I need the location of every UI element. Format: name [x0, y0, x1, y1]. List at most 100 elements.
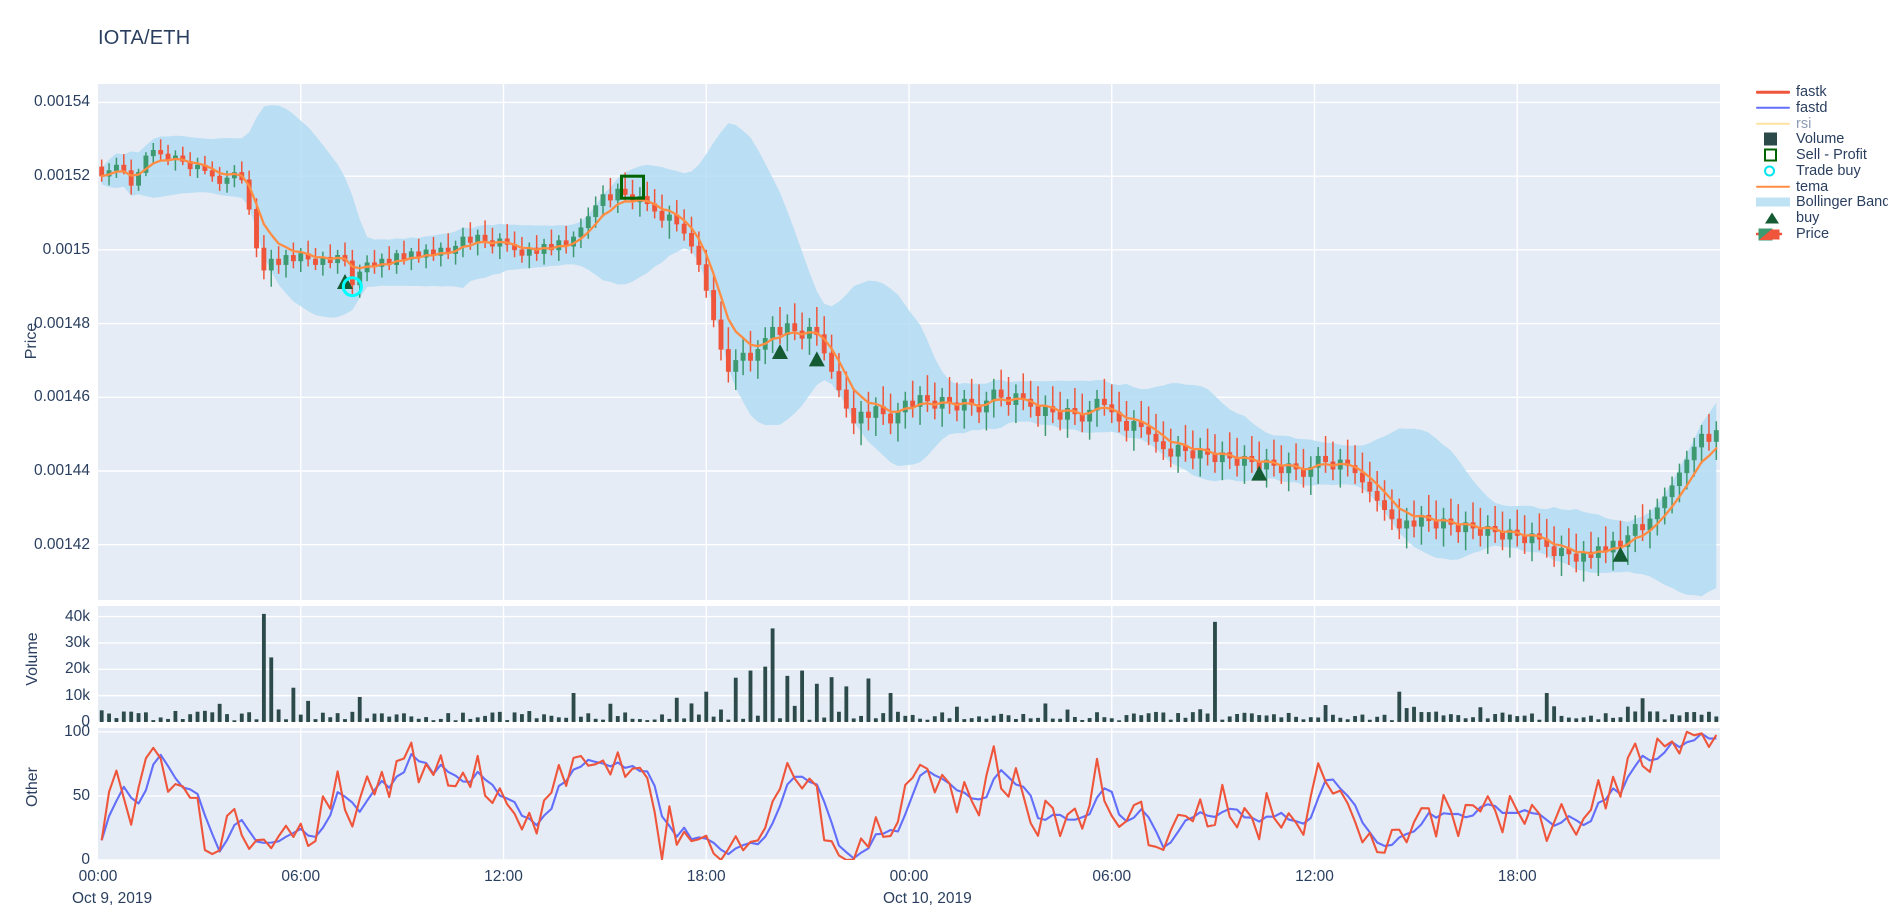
volume-bar — [1050, 718, 1055, 722]
volume-bar — [645, 720, 650, 722]
x-tick-date: Oct 9, 2019 — [72, 890, 153, 907]
volume-bar — [1294, 716, 1298, 722]
legend-item-rsi[interactable]: rsi — [1752, 116, 1888, 132]
volume-bar — [696, 714, 701, 722]
volume-bar — [748, 670, 753, 722]
price-chart-svg[interactable] — [98, 84, 1720, 600]
volume-bar — [121, 711, 126, 722]
volume-bar — [166, 718, 170, 722]
volume-bar — [689, 703, 694, 722]
volume-bar — [637, 719, 642, 722]
volume-bar — [1618, 717, 1623, 722]
legend-item-bollinger-band[interactable]: Bollinger Band — [1752, 194, 1888, 211]
buy-marker — [771, 344, 788, 360]
volume-y-tick: 0 — [81, 713, 90, 730]
band-icon — [1752, 194, 1794, 210]
volume-bar — [1316, 717, 1321, 722]
volume-bar — [394, 714, 399, 722]
volume-bar-series — [99, 613, 1719, 722]
volume-bar — [1522, 715, 1527, 722]
volume-bar — [1264, 715, 1269, 722]
volume-bar — [1559, 715, 1564, 722]
volume-bar — [837, 711, 841, 722]
legend-label: rsi — [1796, 115, 1812, 132]
volume-bar — [1493, 714, 1498, 722]
price-y-tick: 0.0015 — [42, 240, 90, 258]
volume-bar — [1611, 717, 1616, 722]
volume-bar — [1485, 718, 1490, 722]
x-tick-time: 00:00 — [78, 868, 118, 885]
volume-bar — [1124, 715, 1129, 722]
volume-bar — [1109, 718, 1114, 722]
other-y-tick: 50 — [72, 786, 90, 804]
volume-bar — [556, 717, 561, 722]
legend-label: fastk — [1796, 83, 1827, 100]
volume-bar — [711, 716, 716, 722]
volume-bar — [652, 719, 657, 722]
volume-bar — [726, 719, 731, 722]
legend-item-price[interactable]: Price — [1752, 226, 1888, 242]
volume-bar — [1448, 714, 1453, 722]
chart-legend[interactable]: fastk fastd rsi Volume Sell - Profit Trade bu… — [1752, 84, 1888, 242]
volume-bar — [955, 706, 959, 722]
other-y-tick: 0 — [81, 851, 90, 868]
legend-item-fastd[interactable]: fastd — [1752, 100, 1888, 116]
volume-bar — [991, 715, 996, 722]
line-icon — [1752, 179, 1794, 195]
volume-bar — [615, 716, 620, 722]
volume-chart-svg[interactable] — [98, 606, 1720, 722]
volume-bar — [859, 715, 863, 722]
volume-bar — [586, 713, 591, 722]
volume-bar — [1714, 716, 1719, 722]
volume-bar — [1190, 712, 1195, 722]
volume-bar — [1249, 713, 1254, 722]
volume-bar — [1087, 718, 1092, 722]
volume-bar — [1338, 717, 1343, 722]
volume-bar — [306, 700, 311, 722]
volume-bar — [180, 719, 185, 722]
legend-item-volume[interactable]: Volume — [1752, 131, 1888, 147]
volume-bar — [1242, 712, 1247, 722]
volume-bar — [1028, 718, 1033, 722]
volume-bar — [1544, 693, 1549, 722]
legend-item-trade-buy[interactable]: Trade buy — [1752, 163, 1888, 179]
page-title: IOTA/ETH — [98, 27, 191, 49]
legend-item-fastk[interactable]: fastk — [1752, 84, 1888, 100]
volume-bar — [1655, 711, 1660, 722]
volume-bar — [173, 710, 178, 722]
legend-item-sell-profit[interactable]: Sell - Profit — [1752, 147, 1888, 163]
volume-bar — [1176, 713, 1181, 722]
legend-item-buy[interactable]: buy — [1752, 210, 1888, 226]
volume-bar — [1308, 717, 1313, 722]
volume-bar — [755, 715, 760, 722]
other-chart-svg[interactable] — [98, 728, 1720, 860]
legend-label: tema — [1796, 178, 1829, 195]
volume-bar — [114, 718, 119, 722]
volume-bar — [1117, 720, 1122, 722]
volume-bar — [313, 719, 318, 722]
volume-bar — [542, 714, 546, 722]
volume-bar — [719, 709, 723, 722]
legend-item-tema[interactable]: tema — [1752, 179, 1888, 195]
legend-label: Volume — [1796, 131, 1845, 148]
volume-bar — [1456, 715, 1461, 722]
volume-bar — [1530, 713, 1534, 722]
volume-bar — [1412, 706, 1416, 722]
volume-bar — [1323, 705, 1328, 722]
buy-marker — [1612, 546, 1629, 562]
volume-bar — [623, 712, 628, 722]
volume-bar — [601, 719, 605, 722]
volume-bar — [225, 714, 229, 722]
legend-label: Bollinger Band — [1796, 194, 1888, 211]
volume-bar — [770, 628, 775, 722]
x-tick-time: 12:00 — [1295, 868, 1334, 885]
volume-bar — [969, 718, 974, 722]
volume-bar — [1684, 712, 1689, 722]
volume-bar — [1345, 719, 1350, 722]
square-icon — [1752, 131, 1794, 147]
volume-bar — [918, 718, 922, 722]
volume-bar — [490, 712, 495, 722]
volume-bar — [829, 677, 834, 722]
volume-bar — [1220, 719, 1225, 722]
